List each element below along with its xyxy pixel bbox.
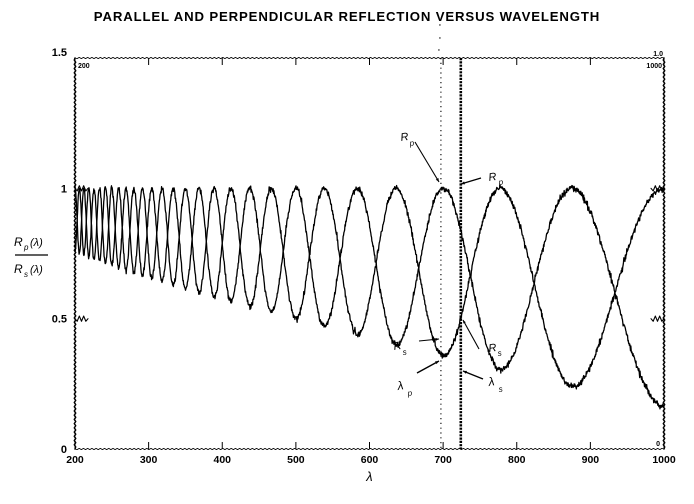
svg-text:p: p bbox=[406, 388, 413, 398]
svg-text:s: s bbox=[498, 385, 503, 394]
svg-text:0: 0 bbox=[656, 441, 660, 448]
svg-text:200: 200 bbox=[78, 63, 90, 70]
svg-text:1: 1 bbox=[61, 183, 67, 195]
svg-text:1000: 1000 bbox=[646, 63, 662, 70]
svg-text:400: 400 bbox=[213, 454, 231, 466]
svg-text:0.5: 0.5 bbox=[52, 314, 67, 326]
svg-text:900: 900 bbox=[582, 454, 600, 466]
svg-text:800: 800 bbox=[508, 454, 526, 466]
svg-text:λ: λ bbox=[395, 378, 404, 393]
svg-text:1.0: 1.0 bbox=[653, 51, 663, 58]
svg-text:1.5: 1.5 bbox=[52, 47, 67, 59]
svg-text:300: 300 bbox=[140, 454, 158, 466]
svg-text:p: p bbox=[408, 138, 415, 148]
svg-text:700: 700 bbox=[434, 454, 452, 466]
svg-text:R: R bbox=[488, 342, 498, 355]
svg-text:λ: λ bbox=[486, 374, 495, 389]
svg-text:1000: 1000 bbox=[652, 454, 676, 466]
svg-text:s: s bbox=[402, 348, 407, 357]
svg-text:R: R bbox=[488, 171, 498, 184]
svg-text:(λ): (λ) bbox=[30, 264, 43, 276]
svg-text:p: p bbox=[23, 243, 29, 252]
svg-text:λ: λ bbox=[365, 469, 372, 484]
svg-text:R: R bbox=[400, 131, 410, 144]
svg-text:(λ): (λ) bbox=[30, 237, 43, 249]
svg-text:s: s bbox=[497, 349, 502, 358]
svg-text:R: R bbox=[14, 235, 23, 249]
svg-text:600: 600 bbox=[361, 454, 379, 466]
svg-text:R: R bbox=[14, 262, 23, 276]
svg-text:500: 500 bbox=[287, 454, 305, 466]
svg-text:s: s bbox=[24, 270, 28, 279]
svg-text:200: 200 bbox=[66, 454, 84, 466]
svg-text:p: p bbox=[497, 177, 504, 187]
